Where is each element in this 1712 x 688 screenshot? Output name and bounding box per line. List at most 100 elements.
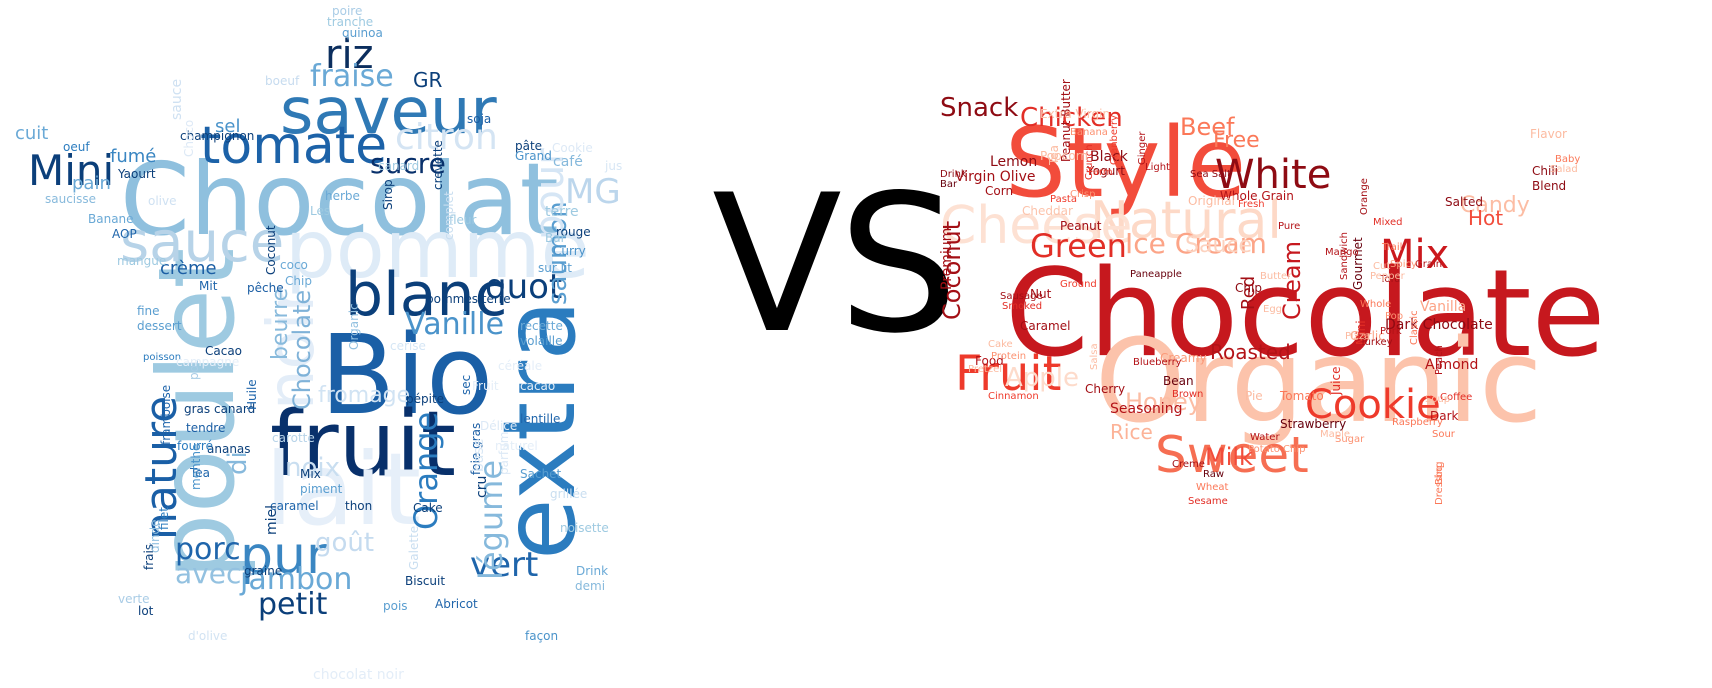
french-word-67: Mit <box>199 279 218 293</box>
french-word-9: blanc <box>345 260 508 330</box>
us-word-31: Yogurt <box>1087 164 1125 178</box>
french-word-19: Vanille <box>405 307 505 342</box>
french-word-5: pomme <box>285 203 590 296</box>
us-word-15: Free <box>1213 128 1260 153</box>
us-word-121: Egg <box>1263 304 1283 315</box>
french-word-39: cuit <box>15 123 49 144</box>
us-word-70: Orange <box>1359 178 1370 215</box>
french-word-59: saucisse <box>45 192 97 206</box>
us-word-56: Whole Grain <box>1220 189 1294 203</box>
us-word-61: Crisp <box>1070 189 1096 200</box>
us-word-108: Ground <box>1060 279 1097 290</box>
french-word-92: framboise <box>159 384 173 445</box>
french-word-23: petit <box>258 587 328 622</box>
french-word-93: Tea <box>190 466 211 480</box>
french-word-116: verte <box>118 592 150 606</box>
us-word-54: Gourmet <box>1351 237 1365 290</box>
us-word-9: Mix <box>1380 232 1450 278</box>
us-word-113: Soup <box>1425 394 1451 405</box>
french-word-cloud: Chocolat Bio fruit saveur tomate pomme lait pou… <box>0 0 680 688</box>
french-word-65: dessert <box>137 319 182 333</box>
us-word-84: Dressing <box>1434 461 1445 505</box>
us-word-48: Almond <box>1425 357 1479 373</box>
french-word-101: thon <box>345 499 373 513</box>
french-word-74: Chip <box>285 274 312 288</box>
us-word-90: Brown <box>1172 389 1204 400</box>
french-word-26: vert <box>470 545 539 585</box>
french-word-123: Cookie <box>552 141 593 155</box>
french-word-30: goût <box>315 528 375 558</box>
us-word-112: Cut <box>1373 261 1391 272</box>
us-word-12: Snack <box>940 93 1019 123</box>
us-word-40: Cherry <box>1085 382 1126 396</box>
french-word-6: lait <box>265 431 422 548</box>
us-word-75: Spicy <box>1390 259 1417 270</box>
us-word-2: Style <box>1005 107 1247 219</box>
us-word-98: Sausage <box>1000 291 1043 302</box>
us-word-115: Tofu <box>1380 274 1401 285</box>
us-word-94: Sesame <box>1188 496 1228 507</box>
us-word-81: Dark <box>1430 409 1459 423</box>
us-word-74: Grain <box>1415 259 1443 270</box>
french-word-97: caramel <box>270 499 319 513</box>
french-word-55: tranche <box>327 15 374 29</box>
french-word-25: avec <box>175 557 242 590</box>
us-word-14: Beef <box>1180 113 1235 141</box>
us-word-59: Cheddar <box>1022 204 1073 218</box>
french-word-70: Coconut <box>264 225 278 275</box>
french-word-71: Organic <box>347 303 361 350</box>
us-word-66: Sea Salt <box>1190 169 1231 180</box>
us-word-36: Nut <box>1030 287 1052 301</box>
us-word-106: Extra Virgin <box>1040 107 1111 121</box>
us-word-42: Bean <box>1163 374 1194 388</box>
french-word-69: Cacao <box>205 344 243 358</box>
us-word-51: Chili <box>1532 164 1558 178</box>
french-word-42: sel <box>215 116 241 137</box>
french-word-95: Huile <box>245 379 259 410</box>
us-word-67: Farm <box>1088 167 1113 178</box>
french-word-49: Curry <box>553 244 586 258</box>
us-word-41: Seasoning <box>1110 401 1183 417</box>
french-word-68: pêche <box>247 281 284 295</box>
french-word-90: ananas <box>207 442 251 456</box>
french-word-45: champignon <box>180 129 255 143</box>
us-word-89: Potato Chip <box>1248 444 1306 455</box>
us-word-7: Cookie <box>1305 382 1441 428</box>
us-word-58: Peanut <box>1060 219 1102 233</box>
french-word-80: terre <box>545 204 579 220</box>
us-word-97: Blueberry <box>1133 357 1182 368</box>
us-word-46: Creamy <box>1160 351 1207 365</box>
french-word-10: riz <box>325 32 374 78</box>
us-word-118: Pepper <box>1370 271 1405 282</box>
french-word-47: café <box>553 154 583 170</box>
us-word-55: Juice <box>1329 366 1343 395</box>
french-word-77: crevette <box>431 140 445 190</box>
us-word-78: Classic <box>1409 310 1420 345</box>
us-word-44: Strawberry <box>1280 417 1347 431</box>
us-word-77: Pork <box>1380 326 1402 337</box>
french-word-61: AOP <box>112 227 137 241</box>
us-word-49: Vanilla <box>1420 299 1467 315</box>
french-word-109: demi <box>575 579 606 593</box>
french-word-12: pur <box>240 526 328 586</box>
us-word-27: Dark Chocolate <box>1385 317 1493 333</box>
us-word-99: Smoked <box>1002 301 1043 312</box>
french-word-105: Sachet <box>520 467 562 481</box>
us-word-68: Fresh <box>1238 199 1265 210</box>
french-word-0: Chocolat <box>120 141 559 258</box>
us-word-102: Drink <box>940 169 967 180</box>
us-word-0: Chocolate <box>1005 245 1606 384</box>
us-word-69: Pure <box>1278 221 1301 232</box>
french-word-84: volaille <box>520 334 563 348</box>
us-word-95: Cinnamon <box>988 391 1039 402</box>
french-word-104: cru <box>474 475 490 498</box>
french-word-112: pois <box>383 599 408 613</box>
french-word-85: pépite <box>406 392 445 406</box>
french-word-3: saveur <box>280 75 497 149</box>
french-word-43: sauce <box>169 78 185 120</box>
us-word-110: Pizza <box>1345 331 1371 342</box>
us-word-120: Pie <box>1245 389 1263 403</box>
us-word-92: Raw <box>1203 469 1225 480</box>
us-word-3: Natural <box>1090 191 1282 251</box>
us-word-119: Butter <box>1260 271 1292 282</box>
